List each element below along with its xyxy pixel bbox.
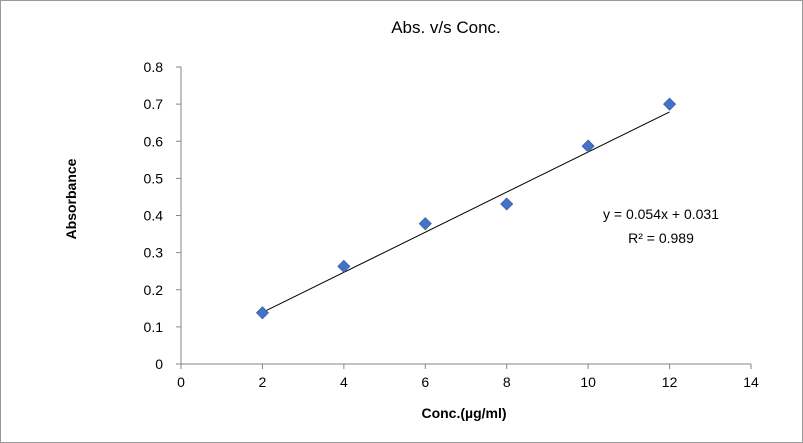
y-tick-label: 0.4 (144, 208, 164, 224)
x-tick-label: 4 (340, 374, 348, 390)
x-tick-label: 8 (503, 374, 511, 390)
x-tick-label: 12 (662, 374, 678, 390)
data-point (663, 97, 677, 111)
x-axis-label: Conc.(µg/ml) (421, 405, 506, 421)
x-tick-label: 6 (421, 374, 429, 390)
y-tick-label: 0.2 (144, 282, 164, 298)
data-point (500, 197, 514, 211)
y-tick-label: 0.8 (144, 59, 164, 75)
x-tick-label: 0 (177, 374, 185, 390)
x-axis-ticks: 0 2 4 6 8 10 12 14 (177, 364, 759, 390)
data-points (255, 97, 677, 320)
x-tick-label: 14 (743, 374, 759, 390)
data-point (337, 259, 351, 273)
y-tick-label: 0.3 (144, 245, 164, 261)
trendline-equation: y = 0.054x + 0.031 (603, 206, 719, 222)
x-tick-label: 10 (580, 374, 596, 390)
data-point (581, 139, 595, 153)
data-point (418, 217, 432, 231)
r-squared-label: R² = 0.989 (628, 230, 694, 246)
x-tick-label: 2 (259, 374, 267, 390)
data-point (255, 306, 269, 320)
y-tick-label: 0.7 (144, 96, 164, 112)
y-tick-label: 0.6 (144, 133, 164, 149)
y-axis-ticks: 0 0.1 0.2 0.3 0.4 0.5 0.6 0.7 0.8 (144, 59, 181, 372)
trendline (262, 111, 670, 313)
y-tick-label: 0.5 (144, 170, 164, 186)
y-tick-label: 0.1 (144, 319, 164, 335)
chart-title: Abs. v/s Conc. (391, 18, 501, 37)
y-axis-label: Absorbance (63, 158, 79, 239)
y-tick-label: 0 (155, 356, 163, 372)
